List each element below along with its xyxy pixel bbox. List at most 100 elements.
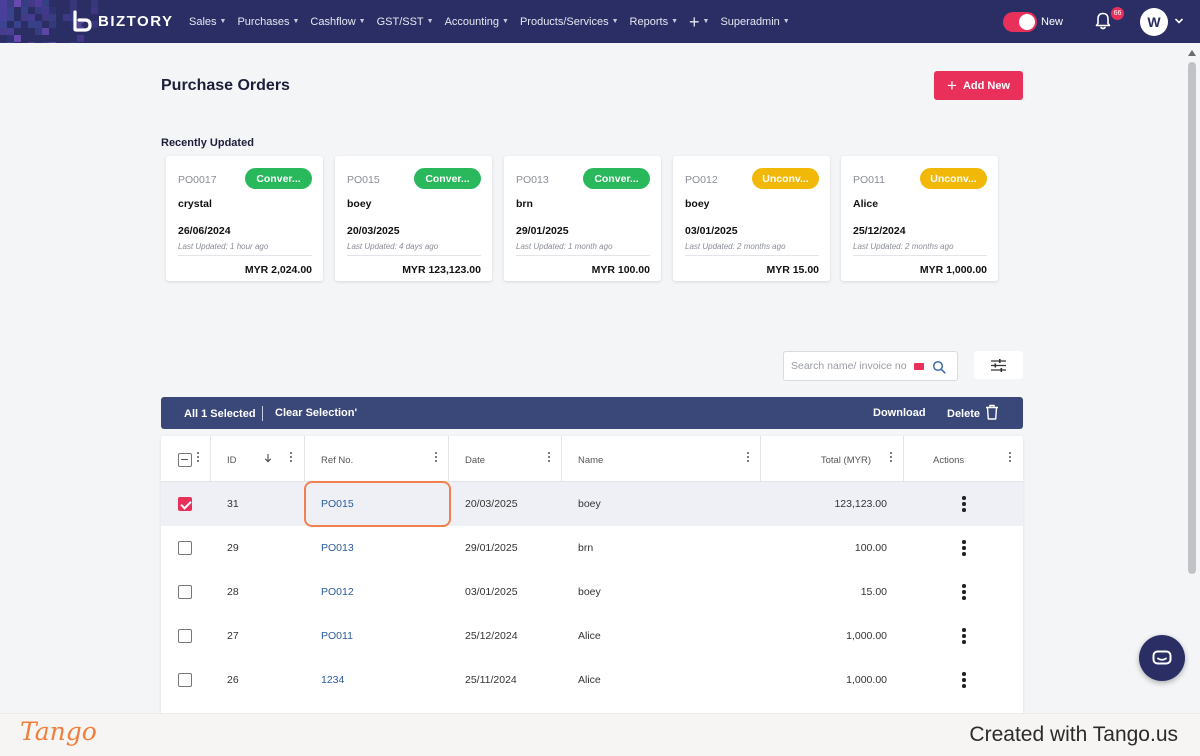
caret-down-icon: ▼	[292, 18, 300, 25]
table-row[interactable]: 27 PO011 25/12/2024 Alice 1,000.00	[161, 614, 1023, 658]
menu-reports[interactable]: Reports ▼	[630, 16, 678, 28]
table-row[interactable]: 29 PO013 29/01/2025 brn 100.00	[161, 526, 1023, 570]
row-ref-link[interactable]: PO011	[321, 630, 353, 642]
row-ref-link[interactable]: PO013	[321, 542, 354, 554]
row-checkbox[interactable]	[178, 541, 192, 555]
menu-gst-sst[interactable]: GST/SST ▼	[377, 16, 434, 28]
column-menu-icon[interactable]	[196, 452, 200, 464]
menu-label: Accounting	[444, 15, 500, 28]
caret-down-icon: ▼	[671, 18, 679, 25]
menu-quick-add[interactable]: + ▼	[689, 13, 709, 31]
row-name: brn	[578, 542, 594, 554]
recent-po-card[interactable]: PO011 Unconv... Alice 25/12/2024 Last Update…	[841, 156, 998, 281]
chevron-down-icon[interactable]	[1174, 16, 1184, 26]
chat-icon	[1152, 650, 1172, 664]
select-all-checkbox[interactable]	[178, 453, 192, 467]
bulk-selection-bar: All 1 Selected Clear Selection' Download…	[161, 397, 1023, 429]
row-name: Alice	[578, 630, 601, 642]
row-actions-menu-icon[interactable]	[961, 496, 967, 512]
menu-accounting[interactable]: Accounting ▼	[445, 16, 509, 28]
column-label: Date	[465, 455, 486, 466]
card-last-updated: Last Updated: 1 hour ago	[178, 242, 269, 251]
table-row[interactable]: 26 1234 25/11/2024 Alice 1,000.00	[161, 658, 1023, 702]
column-menu-icon[interactable]	[434, 452, 438, 464]
scroll-up-arrow-icon[interactable]	[1188, 50, 1196, 56]
row-checkbox[interactable]	[178, 497, 192, 511]
row-checkbox[interactable]	[178, 585, 192, 599]
tango-logo: Tango	[20, 717, 97, 746]
header-total[interactable]: Total (MYR)	[761, 436, 904, 482]
card-amount: MYR 1,000.00	[919, 264, 987, 276]
notification-bell-icon[interactable]	[1093, 11, 1113, 31]
menu-cashflow[interactable]: Cashflow ▼	[310, 16, 365, 28]
menu-label: Reports	[629, 15, 669, 28]
card-amount: MYR 123,123.00	[402, 264, 481, 276]
column-menu-icon[interactable]	[1008, 452, 1012, 464]
table-row[interactable]: 31 PO015 20/03/2025 boey 123,123.00	[161, 482, 1023, 526]
chat-support-button[interactable]	[1139, 635, 1185, 681]
table-row[interactable]: 28 PO012 03/01/2025 boey 15.00	[161, 570, 1023, 614]
column-menu-icon[interactable]	[746, 452, 750, 464]
biztory-logo-icon	[73, 10, 92, 32]
header-id[interactable]: ID	[211, 436, 305, 482]
row-ref-link[interactable]: PO012	[321, 586, 354, 598]
row-checkbox[interactable]	[178, 629, 192, 643]
row-date: 20/03/2025	[465, 498, 518, 510]
sort-desc-icon[interactable]	[264, 453, 272, 463]
search-input[interactable]	[791, 360, 913, 372]
menu-label: GST/SST	[376, 15, 424, 28]
menu-purchases[interactable]: Purchases ▼	[237, 16, 299, 28]
row-ref-link[interactable]: PO015	[321, 498, 354, 510]
row-ref-link[interactable]: 1234	[321, 674, 345, 686]
recent-po-card[interactable]: PO0017 Conver... crystal 26/06/2024 Last Upd…	[166, 156, 323, 281]
menu-sales[interactable]: Sales ▼	[189, 16, 226, 28]
page-scrollbar[interactable]	[1186, 48, 1198, 713]
row-actions-menu-icon[interactable]	[961, 540, 967, 556]
brand-logo[interactable]: BIZTORY	[70, 9, 174, 33]
row-actions-menu-icon[interactable]	[961, 584, 967, 600]
download-button[interactable]: Download	[873, 407, 926, 419]
user-avatar[interactable]: W	[1140, 8, 1168, 36]
row-actions-menu-icon[interactable]	[961, 672, 967, 688]
column-label: Total (MYR)	[820, 455, 871, 466]
card-status-badge: Unconv...	[920, 168, 987, 189]
filter-settings-button[interactable]	[974, 351, 1023, 379]
row-total: 100.00	[854, 542, 887, 554]
menu-label: Products/Services	[519, 15, 609, 28]
caret-down-icon: ▼	[502, 18, 509, 25]
column-menu-icon[interactable]	[889, 452, 893, 464]
delete-button[interactable]: Delete	[947, 404, 999, 420]
scroll-thumb[interactable]	[1188, 62, 1196, 574]
recent-po-card[interactable]: PO015 Conver... boey 20/03/2025 Last Updated…	[335, 156, 492, 281]
card-ref: PO0017	[178, 174, 217, 186]
row-total: 15.00	[860, 586, 887, 598]
column-label: Name	[578, 455, 604, 466]
add-new-button[interactable]: + Add New	[934, 71, 1023, 100]
row-checkbox[interactable]	[178, 673, 192, 687]
card-divider	[178, 255, 312, 256]
row-total: 1,000.00	[846, 630, 887, 642]
main-menu: Sales ▼ Purchases ▼ Cashflow ▼ GST/SST ▼ Acc…	[189, 0, 801, 43]
header-ref-no[interactable]: Ref No.	[305, 436, 449, 482]
card-name: Alice	[853, 198, 879, 210]
menu-superadmin[interactable]: Superadmin ▼	[720, 16, 789, 28]
column-menu-icon[interactable]	[547, 452, 551, 464]
new-ui-toggle[interactable]	[1003, 12, 1037, 32]
menu-products-services[interactable]: Products/Services ▼	[520, 16, 619, 28]
search-icon[interactable]	[932, 360, 946, 374]
row-id: 31	[227, 498, 239, 510]
header-date[interactable]: Date	[449, 436, 562, 482]
caret-down-icon: ▼	[782, 18, 790, 25]
card-ref: PO015	[347, 174, 380, 186]
column-label: ID	[227, 455, 237, 466]
recent-po-card[interactable]: PO012 Unconv... boey 03/01/2025 Last Updated…	[673, 156, 830, 281]
clear-selection-button[interactable]: Clear Selection'	[275, 407, 358, 419]
card-date: 29/01/2025	[516, 225, 569, 237]
card-amount: MYR 2,024.00	[244, 264, 312, 276]
row-total: 1,000.00	[846, 674, 887, 686]
row-total: 123,123.00	[834, 498, 887, 510]
row-actions-menu-icon[interactable]	[961, 628, 967, 644]
recent-po-card[interactable]: PO013 Conver... brn 29/01/2025 Last Updated:…	[504, 156, 661, 281]
column-menu-icon[interactable]	[289, 452, 293, 464]
header-name[interactable]: Name	[562, 436, 761, 482]
